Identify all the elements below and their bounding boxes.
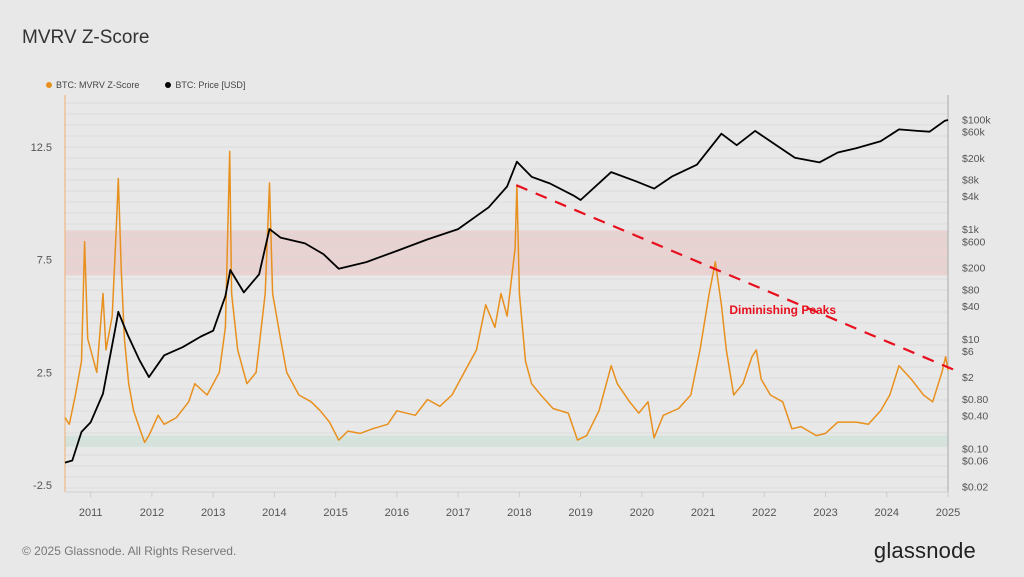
- x-tick-label: 2022: [752, 507, 776, 519]
- left-tick-label: 7.5: [37, 255, 52, 267]
- legend-label: BTC: Price [USD]: [175, 80, 246, 90]
- undervalued-band: [65, 435, 948, 447]
- chart-legend: BTC: MVRV Z-Score BTC: Price [USD]: [46, 80, 245, 90]
- right-tick-label: $60k: [962, 127, 986, 139]
- diminishing-peaks-label: Diminishing Peaks: [729, 303, 836, 317]
- glassnode-logo: glassnode: [873, 538, 976, 563]
- x-tick-label: 2017: [446, 507, 470, 519]
- x-tick-label: 2025: [936, 507, 960, 519]
- left-tick-label: -2.5: [33, 480, 52, 492]
- right-tick-label: $4k: [962, 191, 980, 203]
- right-tick-label: $8k: [962, 175, 980, 187]
- diminishing-peaks-trendline: [515, 184, 961, 374]
- legend-item-zscore[interactable]: BTC: MVRV Z-Score: [46, 80, 139, 90]
- left-tick-label: 12.5: [31, 142, 52, 154]
- x-tick-label: 2024: [875, 507, 899, 519]
- right-tick-label: $200: [962, 262, 986, 274]
- legend-item-price[interactable]: BTC: Price [USD]: [165, 80, 245, 90]
- overvalued-band: [65, 230, 948, 276]
- right-tick-label: $600: [962, 236, 986, 248]
- right-tick-label: $100k: [962, 115, 991, 127]
- x-tick-label: 2021: [691, 507, 715, 519]
- x-tick-label: 2011: [79, 507, 103, 519]
- x-tick-label: 2013: [201, 507, 225, 519]
- x-tick-label: 2019: [568, 507, 592, 519]
- copyright-text: © 2025 Glassnode. All Rights Reserved.: [22, 544, 237, 558]
- right-tick-label: $80: [962, 284, 980, 296]
- x-tick-label: 2016: [385, 507, 409, 519]
- orange-dot-icon: [46, 81, 52, 88]
- right-tick-label: $10: [962, 334, 980, 346]
- right-tick-label: $40: [962, 301, 980, 313]
- right-tick-label: $0.10: [962, 443, 988, 455]
- right-tick-label: $20k: [962, 153, 986, 165]
- x-tick-label: 2018: [507, 507, 531, 519]
- right-tick-label: $0.80: [962, 394, 988, 406]
- legend-label: BTC: MVRV Z-Score: [56, 80, 140, 90]
- right-tick-label: $1k: [962, 224, 980, 236]
- right-tick-label: $2: [962, 372, 974, 384]
- black-dot-icon: [165, 81, 172, 88]
- right-tick-label: $6: [962, 346, 974, 358]
- x-tick-label: 2012: [140, 507, 164, 519]
- x-tick-label: 2023: [813, 507, 837, 519]
- x-tick-label: 2014: [262, 507, 286, 519]
- x-tick-label: 2020: [630, 507, 654, 519]
- left-tick-label: 2.5: [37, 367, 52, 379]
- right-tick-label: $0.06: [962, 456, 988, 468]
- right-tick-label: $0.02: [962, 482, 988, 494]
- zscore-line: [64, 150, 949, 444]
- right-tick-label: $0.40: [962, 410, 988, 422]
- price-line: [64, 119, 949, 464]
- x-tick-label: 2015: [323, 507, 347, 519]
- page-title: MVRV Z-Score: [22, 27, 150, 48]
